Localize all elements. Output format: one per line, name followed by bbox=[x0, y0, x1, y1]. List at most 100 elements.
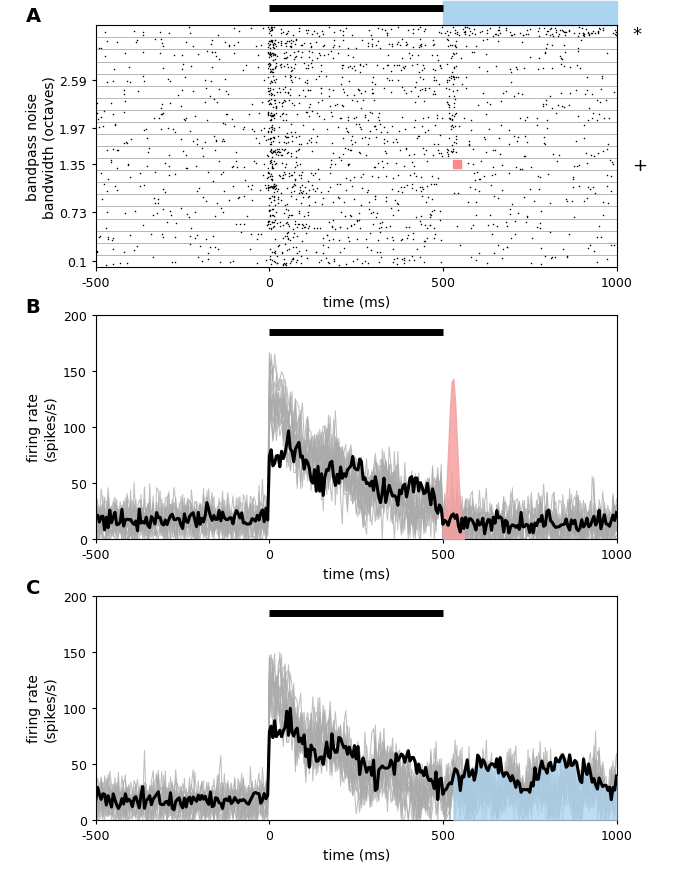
Point bbox=[495, 147, 506, 161]
Point bbox=[251, 256, 262, 270]
Point bbox=[265, 35, 276, 49]
Point bbox=[269, 74, 279, 88]
Point bbox=[349, 89, 360, 103]
Point bbox=[340, 258, 351, 272]
Point bbox=[349, 60, 360, 74]
Point bbox=[373, 111, 384, 125]
Point bbox=[418, 62, 429, 76]
Point bbox=[179, 71, 190, 85]
Point bbox=[303, 222, 314, 236]
Point bbox=[272, 50, 283, 64]
Point bbox=[250, 132, 261, 146]
Point bbox=[270, 156, 281, 170]
Point bbox=[388, 253, 399, 267]
Point bbox=[375, 118, 386, 132]
Point bbox=[266, 22, 277, 36]
Point bbox=[317, 232, 328, 246]
Point bbox=[267, 209, 278, 223]
Point bbox=[294, 138, 305, 152]
Point bbox=[164, 169, 175, 183]
Point bbox=[510, 227, 521, 241]
Point bbox=[264, 46, 275, 60]
Point bbox=[135, 180, 146, 194]
Point bbox=[293, 143, 304, 157]
Point bbox=[342, 125, 353, 139]
Point bbox=[558, 61, 569, 75]
Point bbox=[585, 182, 596, 196]
Point bbox=[477, 33, 488, 47]
Point bbox=[366, 87, 377, 101]
Point bbox=[414, 215, 425, 229]
Point bbox=[213, 243, 224, 257]
Point bbox=[521, 136, 532, 150]
Point bbox=[447, 113, 458, 127]
Point bbox=[532, 119, 543, 133]
Point bbox=[547, 30, 558, 44]
Point bbox=[545, 226, 556, 240]
Point bbox=[303, 110, 314, 124]
Point bbox=[402, 229, 413, 243]
Point bbox=[276, 148, 287, 162]
Point bbox=[346, 210, 357, 225]
Point bbox=[119, 207, 130, 221]
Point bbox=[297, 186, 308, 200]
Point bbox=[534, 182, 545, 196]
Point bbox=[278, 166, 289, 180]
Point bbox=[399, 62, 410, 76]
Text: *: * bbox=[632, 26, 641, 45]
Point bbox=[290, 192, 301, 206]
Point bbox=[266, 138, 277, 152]
Point bbox=[112, 36, 123, 50]
Point bbox=[291, 33, 302, 47]
Point bbox=[583, 102, 594, 116]
Point bbox=[393, 204, 403, 218]
Point bbox=[429, 88, 440, 102]
Point bbox=[504, 208, 515, 222]
Point bbox=[288, 166, 299, 180]
Point bbox=[296, 196, 307, 210]
Point bbox=[212, 197, 223, 211]
Point bbox=[553, 28, 564, 42]
Point bbox=[269, 109, 279, 123]
Point bbox=[333, 120, 344, 134]
Point bbox=[492, 219, 503, 233]
Point bbox=[373, 35, 384, 49]
Point bbox=[312, 27, 323, 41]
Point bbox=[290, 49, 301, 63]
Point bbox=[364, 132, 375, 146]
Point bbox=[487, 144, 498, 158]
Point bbox=[371, 131, 382, 145]
Point bbox=[262, 96, 273, 110]
Point bbox=[269, 180, 279, 194]
Point bbox=[262, 149, 273, 163]
Point bbox=[485, 22, 496, 36]
Point bbox=[446, 119, 457, 133]
Point bbox=[513, 207, 524, 221]
Point bbox=[92, 113, 103, 127]
Point bbox=[171, 217, 182, 231]
Point bbox=[301, 105, 312, 119]
Point bbox=[290, 145, 301, 159]
Point bbox=[409, 160, 420, 174]
Point bbox=[201, 114, 212, 128]
Point bbox=[105, 154, 116, 168]
Point bbox=[287, 130, 298, 144]
Point bbox=[103, 173, 114, 187]
Point bbox=[294, 245, 305, 259]
Point bbox=[556, 25, 567, 39]
Point bbox=[158, 39, 169, 53]
Point bbox=[471, 254, 482, 268]
Point bbox=[556, 100, 567, 114]
Point bbox=[551, 154, 562, 168]
Point bbox=[96, 41, 107, 55]
Point bbox=[92, 246, 103, 260]
Point bbox=[343, 114, 354, 128]
Point bbox=[535, 221, 546, 235]
Point bbox=[381, 146, 392, 160]
Point bbox=[397, 52, 408, 66]
Point bbox=[569, 27, 580, 41]
Point bbox=[286, 190, 297, 204]
Point bbox=[397, 82, 408, 96]
Point bbox=[358, 168, 369, 182]
Point bbox=[296, 138, 307, 152]
